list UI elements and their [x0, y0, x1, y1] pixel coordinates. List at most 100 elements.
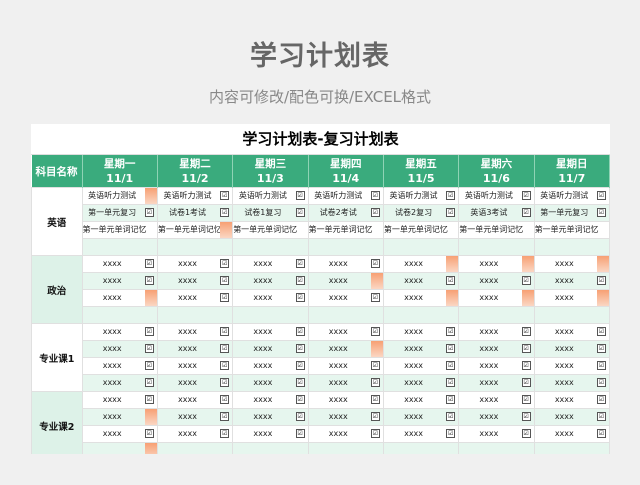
checkbox-icon[interactable]: ☑ [597, 378, 606, 387]
task-cell[interactable]: xxxx ☑ [307, 425, 384, 443]
checkbox-icon[interactable]: ☑ [446, 327, 456, 336]
task-cell[interactable]: xxxx ☑ [382, 425, 460, 443]
task-cell[interactable]: xxxx ☑ [458, 425, 535, 443]
task-cell[interactable] [156, 442, 234, 454]
task-cell[interactable]: xxxx ☑ [382, 391, 460, 409]
task-cell[interactable]: 试卷1考试 ☑ [156, 204, 234, 222]
checkbox-icon[interactable]: ☑ [521, 208, 531, 217]
task-cell[interactable] [458, 442, 535, 454]
task-cell[interactable]: xxxx ☑ [232, 323, 309, 341]
checkbox-icon[interactable]: ☑ [446, 361, 456, 370]
task-cell[interactable]: 英语听力测试 ☑ [458, 187, 535, 205]
task-cell[interactable]: 英语听力测试 ☑ [382, 187, 460, 205]
checkbox-icon[interactable]: ☑ [220, 327, 230, 336]
checkbox-icon[interactable]: ☑ [295, 412, 305, 421]
checkbox-icon[interactable]: ☑ [521, 429, 531, 438]
task-cell[interactable] [81, 238, 158, 256]
task-cell[interactable]: 第一单元单词记忆 [81, 221, 158, 239]
task-cell[interactable]: xxxx [307, 272, 384, 290]
checkbox-icon[interactable]: ☑ [295, 208, 305, 217]
task-cell[interactable]: xxxx ☑ [533, 340, 610, 358]
checkbox-icon[interactable]: ☑ [144, 395, 154, 404]
checkbox-icon[interactable]: ☑ [446, 344, 456, 353]
checkbox-icon[interactable]: ☑ [144, 259, 154, 268]
task-cell[interactable]: 英语听力测试 ☑ [533, 187, 610, 205]
task-cell[interactable] [382, 442, 460, 454]
task-cell[interactable]: xxxx ☑ [533, 391, 610, 409]
task-cell[interactable]: xxxx ☑ [81, 323, 158, 341]
task-cell[interactable]: xxxx ☑ [382, 272, 460, 290]
task-cell[interactable]: xxxx ☑ [382, 357, 460, 375]
task-cell[interactable]: xxxx ☑ [458, 374, 535, 392]
checkbox-icon[interactable]: ☑ [370, 429, 380, 438]
task-cell[interactable]: xxxx ☑ [307, 323, 384, 341]
task-cell[interactable]: 第一单元单词记忆 [307, 221, 384, 239]
checkbox-icon[interactable]: ☑ [370, 361, 380, 370]
task-cell[interactable]: xxxx ☑ [533, 408, 610, 426]
task-cell[interactable]: xxxx ☑ [533, 323, 610, 341]
task-cell[interactable]: xxxx ☑ [81, 391, 158, 409]
checkbox-icon[interactable]: ☑ [295, 276, 305, 285]
task-cell[interactable] [307, 306, 384, 324]
task-cell[interactable]: xxxx ☑ [232, 272, 309, 290]
task-cell[interactable] [81, 442, 158, 454]
task-cell[interactable] [382, 306, 460, 324]
checkbox-icon[interactable]: ☑ [295, 293, 305, 302]
task-cell[interactable]: xxxx ☑ [232, 255, 309, 273]
checkbox-icon[interactable]: ☑ [597, 344, 606, 353]
checkbox-icon[interactable]: ☑ [521, 327, 531, 336]
task-cell[interactable]: xxxx ☑ [232, 391, 309, 409]
task-cell[interactable]: xxxx ☑ [81, 357, 158, 375]
task-cell[interactable] [533, 442, 610, 454]
task-cell[interactable]: xxxx ☑ [458, 323, 535, 341]
checkbox-icon[interactable]: ☑ [370, 293, 380, 302]
checkbox-icon[interactable]: ☑ [521, 191, 531, 200]
task-cell[interactable]: 第一单元复习 ☑ [81, 204, 158, 222]
checkbox-icon[interactable]: ☑ [295, 429, 305, 438]
checkbox-icon[interactable]: ☑ [597, 276, 606, 285]
task-cell[interactable] [232, 238, 309, 256]
checkbox-icon[interactable]: ☑ [597, 191, 606, 200]
checkbox-icon[interactable]: ☑ [144, 344, 154, 353]
task-cell[interactable]: xxxx ☑ [232, 425, 309, 443]
task-cell[interactable]: 第一单元单词记忆 [458, 221, 535, 239]
checkbox-icon[interactable]: ☑ [446, 378, 456, 387]
checkbox-icon[interactable]: ☑ [295, 361, 305, 370]
checkbox-icon[interactable]: ☑ [220, 276, 230, 285]
checkbox-icon[interactable]: ☑ [597, 412, 606, 421]
checkbox-icon[interactable]: ☑ [446, 429, 456, 438]
task-cell[interactable]: xxxx ☑ [533, 425, 610, 443]
task-cell[interactable]: xxxx [458, 255, 535, 273]
task-cell[interactable]: xxxx ☑ [81, 340, 158, 358]
task-cell[interactable]: xxxx ☑ [533, 374, 610, 392]
task-cell[interactable]: xxxx ☑ [156, 289, 234, 307]
checkbox-icon[interactable]: ☑ [295, 327, 305, 336]
task-cell[interactable]: 英语听力测试 ☑ [307, 187, 384, 205]
task-cell[interactable] [232, 306, 309, 324]
task-cell[interactable]: xxxx ☑ [232, 357, 309, 375]
task-cell[interactable]: xxxx [81, 289, 158, 307]
checkbox-icon[interactable]: ☑ [295, 395, 305, 404]
checkbox-icon[interactable]: ☑ [144, 429, 154, 438]
task-cell[interactable]: 英语3考试 ☑ [458, 204, 535, 222]
task-cell[interactable]: xxxx ☑ [156, 425, 234, 443]
task-cell[interactable] [533, 238, 610, 256]
task-cell[interactable]: xxxx ☑ [307, 289, 384, 307]
task-cell[interactable]: xxxx [382, 255, 460, 273]
checkbox-icon[interactable]: ☑ [446, 276, 456, 285]
task-cell[interactable]: xxxx ☑ [382, 408, 460, 426]
checkbox-icon[interactable]: ☑ [220, 412, 230, 421]
task-cell[interactable] [533, 306, 610, 324]
task-cell[interactable]: xxxx [307, 340, 384, 358]
task-cell[interactable]: 第一单元单词记忆 [232, 221, 309, 239]
task-cell[interactable]: xxxx [533, 289, 610, 307]
checkbox-icon[interactable]: ☑ [220, 191, 230, 200]
task-cell[interactable] [81, 306, 158, 324]
checkbox-icon[interactable]: ☑ [370, 259, 380, 268]
checkbox-icon[interactable]: ☑ [295, 378, 305, 387]
task-cell[interactable] [156, 306, 234, 324]
checkbox-icon[interactable]: ☑ [144, 327, 154, 336]
checkbox-icon[interactable]: ☑ [446, 208, 456, 217]
task-cell[interactable]: xxxx ☑ [232, 340, 309, 358]
task-cell[interactable]: xxxx ☑ [307, 374, 384, 392]
